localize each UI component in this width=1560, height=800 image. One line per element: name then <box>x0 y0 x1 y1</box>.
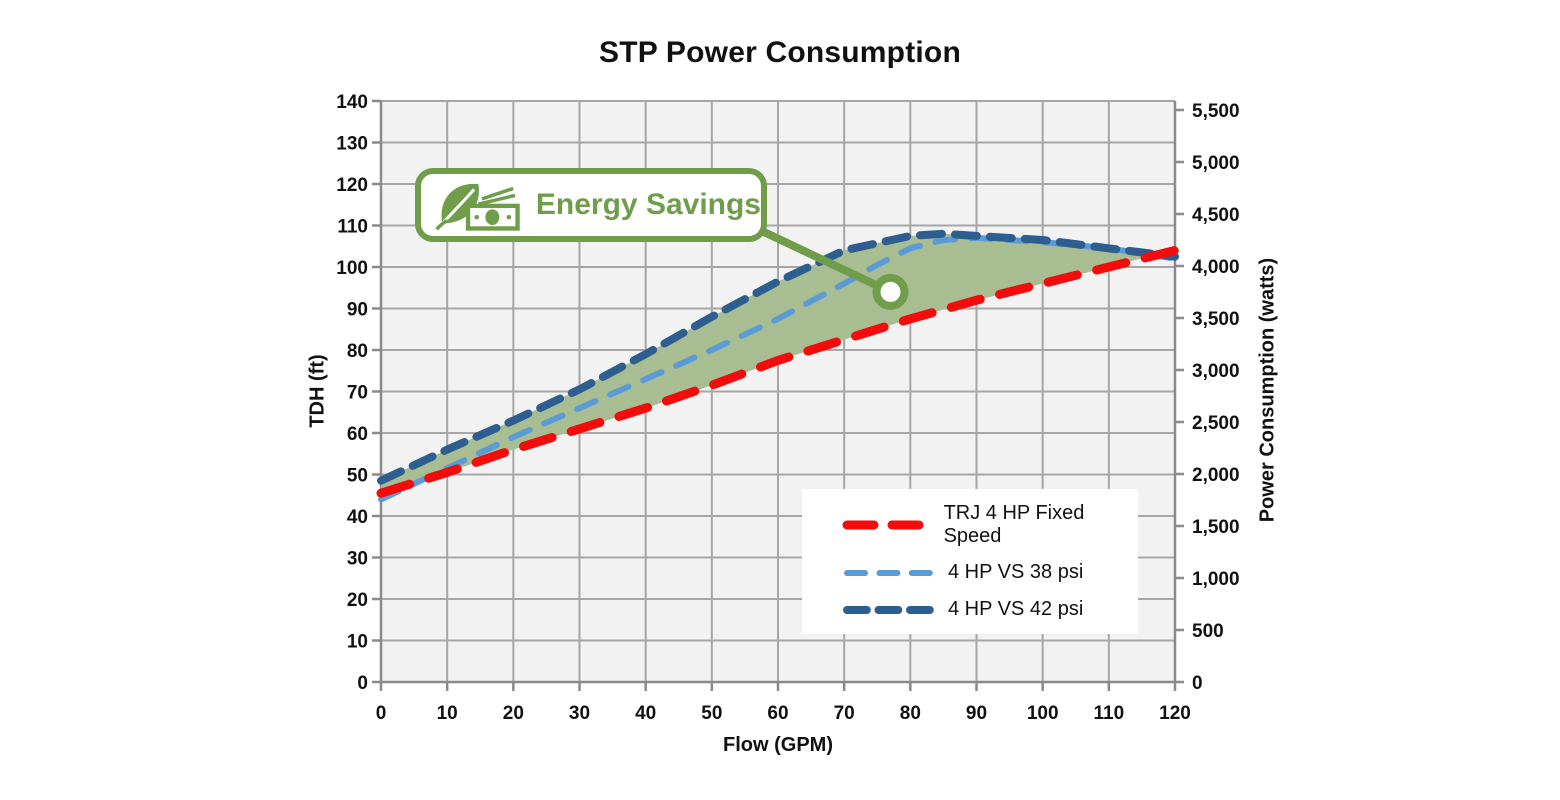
y2-tick-label: 4,000 <box>1192 257 1240 278</box>
y-tick-label: 90 <box>347 300 368 321</box>
x-tick-label: 80 <box>900 703 921 724</box>
y2-tick-label: 5,500 <box>1192 101 1240 122</box>
legend-label: TRJ 4 HP Fixed Speed <box>943 501 1085 547</box>
legend-key-4-hp-vs-38-psi <box>844 569 933 576</box>
x-tick-label: 110 <box>1094 703 1125 724</box>
axis-frame <box>372 99 1184 691</box>
x-tick-label: 100 <box>1027 703 1059 724</box>
x-tick-label: 0 <box>376 703 387 724</box>
legend-item-4-hp-vs-38-psi: 4 HP VS 38 psi <box>842 561 1138 584</box>
series-trj-4-hp-fixed-speed <box>376 245 1180 498</box>
annotation-connector <box>760 228 909 310</box>
x-tick-label: 30 <box>569 703 590 724</box>
y-tick-label: 140 <box>336 92 368 113</box>
series-4-hp-vs-38-psi <box>378 234 1178 503</box>
energy-savings-label: Energy Savings <box>535 188 761 221</box>
y2-tick-label: 2,500 <box>1192 413 1240 434</box>
y2-axis-title: Power Consumption (watts) <box>1256 257 1279 523</box>
x-tick-label: 20 <box>503 703 524 724</box>
chart-title: STP Power Consumption <box>598 36 961 69</box>
y2-tick-label: 1,000 <box>1192 569 1240 590</box>
x-tick-label: 40 <box>635 703 656 724</box>
legend: TRJ 4 HP Fixed Speed 4 HP VS 38 psi 4 HP V… <box>802 489 1138 634</box>
x-tick-label: 50 <box>701 703 722 724</box>
y-tick-label: 40 <box>347 507 368 528</box>
y-tick-label: 30 <box>347 549 368 570</box>
y2-tick-label: 3,000 <box>1192 361 1240 382</box>
energy-savings-callout: Energy Savings <box>415 168 767 242</box>
annotation-marker <box>872 273 909 310</box>
y-tick-label: 80 <box>347 341 368 362</box>
y2-tick-label: 1,500 <box>1192 517 1240 538</box>
y-tick-label: 10 <box>347 632 368 653</box>
y-tick-label: 20 <box>347 590 368 611</box>
legend-label: 4 HP VS 42 psi <box>948 598 1084 621</box>
y-tick-label: 110 <box>337 217 368 238</box>
y-axis-title: TDH (ft) <box>306 354 329 428</box>
y-tick-label: 130 <box>336 134 368 155</box>
x-tick-label: 90 <box>966 703 987 724</box>
y-tick-label: 50 <box>347 466 368 487</box>
x-tick-label: 10 <box>437 703 458 724</box>
x-axis-title: Flow (GPM) <box>723 734 833 756</box>
y2-tick-label: 2,000 <box>1192 465 1240 486</box>
x-tick-labels: 0 10 20 30 40 50 60 70 80 90 100 110 120 <box>376 703 1191 724</box>
y-tick-label: 100 <box>336 258 368 279</box>
y-tick-label: 0 <box>357 673 368 694</box>
x-tick-label: 120 <box>1159 703 1191 724</box>
series-4-hp-vs-42-psi <box>377 229 1179 485</box>
y-tick-label: 70 <box>347 383 368 404</box>
y2-tick-label: 0 <box>1192 673 1203 694</box>
leaf-money-icon <box>435 183 520 231</box>
y2-tick-label: 4,500 <box>1192 205 1240 226</box>
legend-item-trj-4-hp-fixed-speed: TRJ 4 HP Fixed Speed <box>842 502 1138 548</box>
legend-item-4-hp-vs-42-psi: 4 HP VS 42 psi <box>842 598 1138 621</box>
y-tick-labels: 0 10 20 30 40 50 60 70 80 90 100 110 120 130 140 <box>336 92 368 694</box>
y2-tick-labels: 0 500 1,000 1,500 2,000 2,500 3,000 3,500 4,000 4… <box>1192 101 1240 694</box>
legend-key-4-hp-vs-42-psi <box>843 605 934 614</box>
y-tick-label: 120 <box>336 175 368 196</box>
y2-tick-label: 3,500 <box>1192 309 1240 330</box>
y-tick-label: 60 <box>347 424 368 445</box>
legend-key-trj-4-hp-fixed-speed <box>842 520 930 530</box>
x-tick-label: 60 <box>767 703 788 724</box>
x-tick-label: 70 <box>834 703 855 724</box>
y2-tick-label: 500 <box>1192 621 1224 642</box>
y2-tick-label: 5,000 <box>1192 153 1240 174</box>
legend-label: 4 HP VS 38 psi <box>948 561 1084 584</box>
